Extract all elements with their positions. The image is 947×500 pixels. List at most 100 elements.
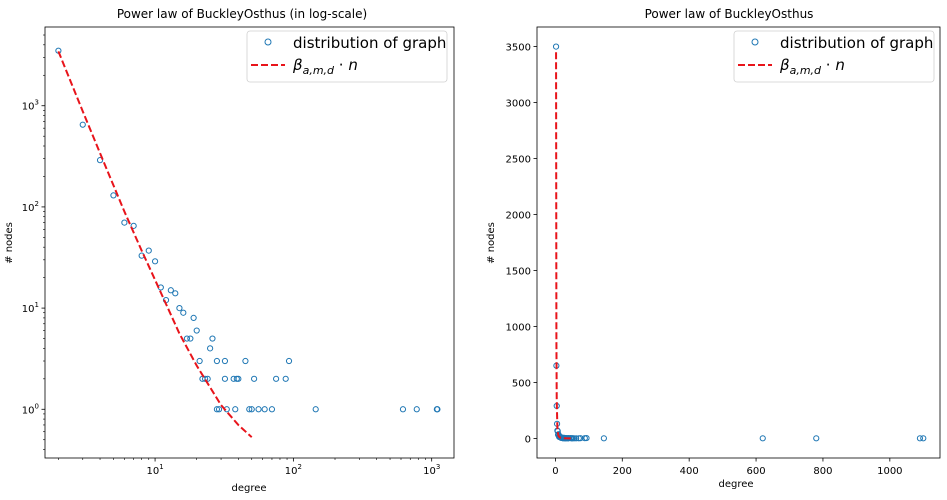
left-data-point	[187, 335, 194, 342]
right-plot-area	[536, 26, 941, 459]
left-data-point	[434, 406, 441, 413]
right-legend-box	[733, 30, 935, 83]
right-fit-line	[555, 52, 573, 440]
right-data-point	[916, 435, 924, 442]
left-data-point	[221, 357, 229, 365]
left-data-point	[248, 406, 255, 413]
left-data-point	[261, 406, 268, 413]
right-legend-marker-scatter	[751, 38, 759, 46]
right-x-axis-label: degree	[718, 479, 753, 490]
left-fit-line	[57, 50, 253, 438]
left-data-point	[213, 406, 221, 413]
left-data-point	[246, 406, 253, 413]
left-chart-panel: Power law of BuckleyOsthus (in log-scale…	[4, 7, 455, 494]
left-data-point	[255, 406, 262, 413]
left-data-point	[215, 406, 223, 413]
left-data-point	[272, 375, 280, 382]
left-data-point	[172, 290, 179, 297]
left-data-point	[193, 327, 200, 334]
left-data-point	[167, 287, 174, 294]
right-data-point	[571, 435, 578, 442]
left-data-point	[285, 357, 293, 365]
right-data-point	[600, 435, 607, 442]
right-data-point	[920, 435, 927, 442]
right-x-ticks: 0 200 400 600 800 1000	[552, 458, 903, 477]
left-plot-area	[44, 26, 455, 459]
right-data-point	[583, 434, 590, 442]
left-data-point	[79, 121, 86, 128]
right-x-tick-label: 200	[613, 466, 632, 477]
left-data-point	[183, 335, 191, 342]
left-legend-box	[246, 30, 448, 83]
left-x-tick-label: 103	[423, 463, 440, 477]
right-y-tick-label: 0	[525, 434, 531, 445]
left-y-tick-label: 100	[22, 402, 39, 416]
left-chart-title: Power law of BuckleyOsthus (in log-scale…	[117, 7, 367, 21]
right-series	[552, 43, 927, 442]
right-data-point	[552, 43, 560, 50]
left-data-point	[190, 314, 197, 322]
left-y-ticks: 100 101 102 103	[22, 34, 45, 450]
right-legend: distribution of graph βa,m,d · n	[733, 30, 935, 83]
left-data-point	[413, 406, 420, 413]
left-series	[55, 47, 441, 438]
right-data-point	[577, 435, 584, 442]
right-x-tick-label: 600	[747, 466, 766, 477]
left-data-point	[176, 304, 183, 312]
right-y-tick-label: 1000	[506, 322, 531, 333]
right-x-tick-label: 400	[680, 466, 699, 477]
right-y-tick-label: 3000	[506, 99, 531, 110]
left-data-point	[242, 357, 249, 365]
left-data-point	[209, 335, 216, 342]
left-data-point	[151, 258, 159, 265]
right-legend-label-distribution: distribution of graph	[780, 34, 933, 52]
right-y-tick-label: 2000	[506, 211, 531, 222]
right-y-tick-label: 2500	[506, 155, 531, 166]
left-x-tick-label: 101	[146, 463, 163, 477]
left-data-point	[399, 406, 407, 413]
left-data-point	[268, 406, 276, 413]
right-y-tick-label: 3500	[506, 43, 531, 54]
right-chart-title: Power law of BuckleyOsthus	[645, 7, 814, 21]
left-x-ticks: 101 102 103	[58, 458, 440, 477]
left-data-point	[213, 357, 221, 365]
left-data-point	[282, 375, 289, 382]
left-data-point	[232, 406, 239, 413]
left-data-point	[312, 406, 319, 413]
left-data-point	[121, 219, 128, 226]
right-data-point	[813, 435, 820, 442]
left-legend: distribution of graph βa,m,d · n	[246, 30, 448, 83]
left-x-tick-label: 102	[285, 463, 302, 477]
right-data-point	[759, 435, 766, 442]
left-data-point	[250, 375, 258, 382]
left-data-point	[207, 345, 214, 352]
right-data-point	[573, 435, 580, 442]
right-x-tick-label: 800	[813, 466, 832, 477]
left-y-tick-label: 103	[22, 99, 39, 113]
left-x-axis-label: degree	[231, 483, 266, 494]
left-data-point	[96, 157, 104, 164]
left-data-point	[204, 375, 211, 382]
left-data-point	[221, 375, 229, 382]
left-data-point	[110, 192, 117, 199]
left-data-point	[230, 375, 237, 382]
left-data-point	[202, 375, 209, 382]
right-x-tick-label: 1000	[877, 466, 902, 477]
left-data-point	[196, 357, 203, 365]
left-y-tick-label: 101	[22, 301, 39, 315]
right-x-tick-label: 0	[552, 466, 558, 477]
left-data-point	[180, 309, 187, 316]
right-chart-panel: Power law of BuckleyOsthus 0 200 400 600 800…	[486, 7, 941, 490]
left-y-tick-label: 102	[22, 200, 39, 214]
left-data-point	[145, 247, 152, 254]
right-y-tick-label: 1500	[506, 266, 531, 277]
right-y-axis-label: # nodes	[486, 222, 497, 264]
right-y-ticks: 0 500 1000 1500 2000 2500 3000 3500	[506, 43, 537, 445]
left-y-axis-label: # nodes	[4, 222, 15, 264]
right-y-tick-label: 500	[512, 378, 531, 389]
left-data-point	[130, 222, 137, 229]
left-legend-marker-scatter	[264, 38, 272, 46]
left-data-point	[235, 375, 242, 382]
left-legend-label-distribution: distribution of graph	[293, 34, 446, 52]
